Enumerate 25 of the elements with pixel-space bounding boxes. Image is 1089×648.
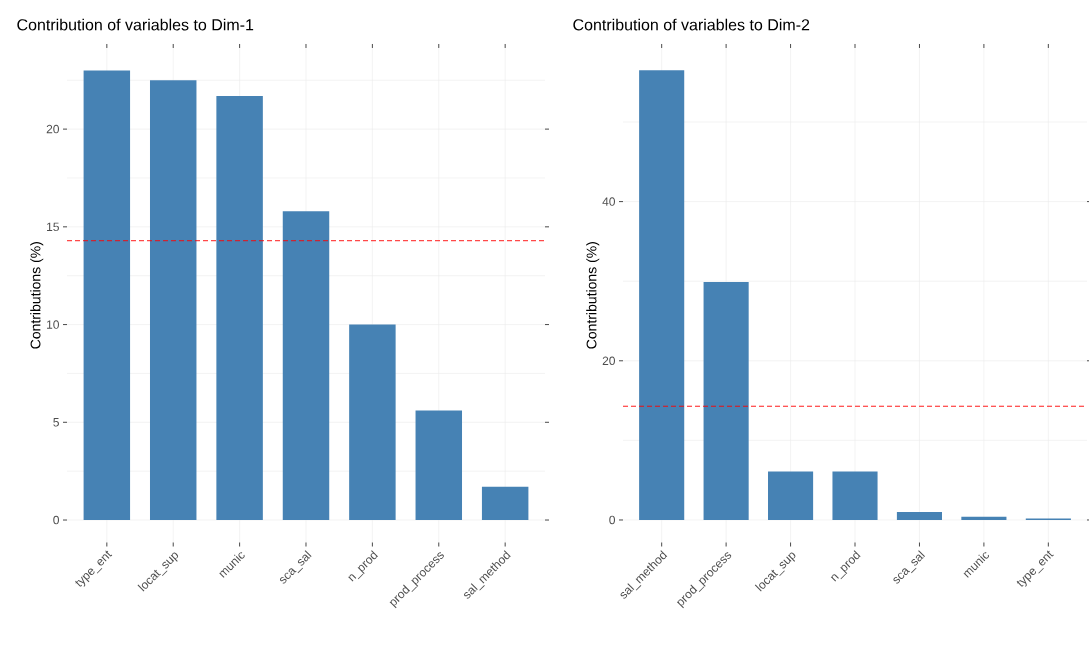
bar <box>149 80 197 521</box>
bar <box>216 95 263 521</box>
bar <box>961 516 1007 520</box>
y-axis-title: Contributions (%) <box>586 242 600 349</box>
y-tick-label: 40 <box>602 197 616 206</box>
bar <box>349 324 396 521</box>
bar <box>415 410 463 521</box>
y-tick-label: 20 <box>46 124 59 134</box>
bar <box>896 512 943 520</box>
bar <box>832 471 878 520</box>
bar <box>83 70 131 521</box>
bar <box>639 70 685 520</box>
chart-title: Contribution of variables to Dim-2 <box>573 18 810 31</box>
bar <box>768 471 814 520</box>
y-tick-label: 15 <box>47 222 59 232</box>
bar <box>703 281 749 520</box>
y-tick-label: 20 <box>602 356 616 366</box>
bar <box>282 211 330 521</box>
chart-title: Contribution of variables to Dim-1 <box>17 18 254 31</box>
y-axis-title: Contributions (%) <box>30 242 44 349</box>
y-tick-label: 5 <box>53 418 59 427</box>
y-tick-label: 0 <box>609 515 616 525</box>
bar <box>481 486 529 521</box>
y-tick-label: 0 <box>53 515 60 525</box>
y-tick-label: 10 <box>47 320 59 329</box>
